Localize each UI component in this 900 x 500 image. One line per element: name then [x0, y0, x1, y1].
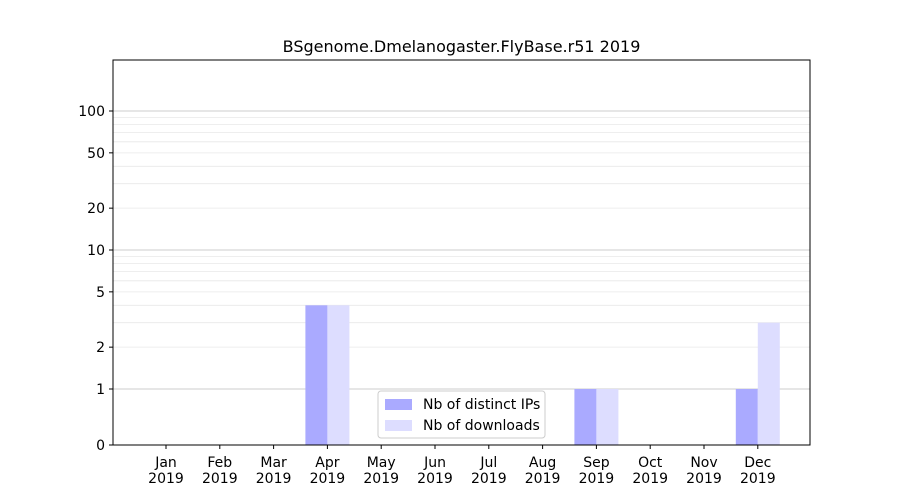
x-tick-label-month: Aug: [529, 455, 556, 471]
chart-title: BSgenome.Dmelanogaster.FlyBase.r51 2019: [283, 37, 641, 56]
x-tick-label-month: Sep: [583, 455, 610, 471]
x-tick-label-month: Jul: [479, 455, 497, 471]
bar-downloads: [596, 389, 619, 445]
y-tick-label: 10: [87, 243, 105, 259]
x-tick-label-month: Jan: [154, 455, 177, 471]
bars: [305, 305, 780, 445]
y-tick-label: 20: [87, 201, 105, 217]
plot-frame: [112, 59, 811, 446]
x-tick-label-month: Dec: [744, 455, 771, 471]
legend-swatch: [385, 420, 412, 431]
bar-distinct-ips: [305, 305, 328, 445]
x-tick-label-month: Jun: [423, 455, 446, 471]
x-tick-label-year: 2019: [310, 471, 346, 487]
bar-distinct-ips: [574, 389, 597, 445]
bar-downloads: [757, 322, 780, 445]
legend-label: Nb of downloads: [423, 418, 540, 434]
x-tick-label-month: Apr: [315, 455, 339, 471]
x-tick-label-year: 2019: [148, 471, 184, 487]
legend-swatch: [385, 399, 412, 410]
x-tick-label-month: May: [367, 455, 396, 471]
x-tick-label-year: 2019: [417, 471, 453, 487]
bar-downloads: [327, 305, 350, 445]
x-tick-label-year: 2019: [686, 471, 722, 487]
x-tick-label-year: 2019: [256, 471, 292, 487]
x-tick-label-year: 2019: [471, 471, 507, 487]
y-tick-label: 50: [87, 146, 105, 162]
x-tick-label-year: 2019: [202, 471, 238, 487]
x-tick-label-year: 2019: [740, 471, 776, 487]
bar-distinct-ips: [735, 389, 758, 445]
x-tick-label-year: 2019: [363, 471, 399, 487]
x-tick-label-year: 2019: [525, 471, 561, 487]
x-axis: Jan2019Feb2019Mar2019Apr2019May2019Jun20…: [148, 445, 776, 487]
y-tick-label: 0: [96, 438, 105, 454]
x-tick-label-month: Oct: [638, 455, 663, 471]
x-tick-label-month: Feb: [207, 455, 232, 471]
x-tick-label-month: Mar: [260, 455, 287, 471]
x-tick-label-month: Nov: [690, 455, 717, 471]
y-tick-label: 1: [96, 382, 105, 398]
legend: Nb of distinct IPs Nb of downloads: [377, 390, 546, 439]
y-tick-label: 5: [96, 285, 105, 301]
grid-lines: [113, 110, 810, 390]
legend-box: [377, 390, 546, 439]
x-tick-label-year: 2019: [579, 471, 615, 487]
legend-label: Nb of distinct IPs: [423, 397, 540, 413]
x-tick-label-year: 2019: [632, 471, 668, 487]
y-tick-label: 2: [96, 340, 105, 356]
y-axis: 0 1 2 5 10 20 50 100: [78, 104, 113, 454]
y-tick-label: 100: [78, 104, 105, 120]
